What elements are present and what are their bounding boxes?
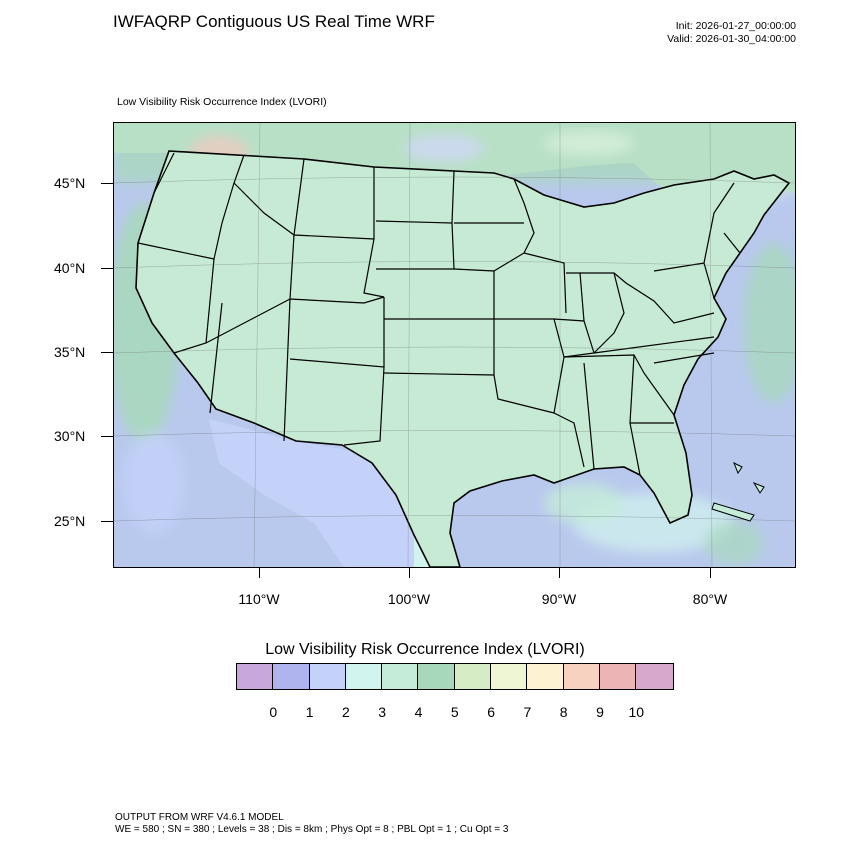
lon-tick-80 bbox=[710, 568, 711, 578]
legend-label: 8 bbox=[559, 704, 568, 720]
legend-swatch bbox=[309, 664, 346, 689]
legend-swatch bbox=[491, 664, 528, 689]
legend-label: 6 bbox=[487, 704, 495, 720]
legend-colorbar bbox=[236, 663, 674, 690]
legend-swatch bbox=[237, 664, 274, 689]
legend-swatch bbox=[454, 664, 492, 689]
footer-model: OUTPUT FROM WRF V4.6.1 MODEL bbox=[115, 812, 284, 823]
lat-label-25: 25°N bbox=[54, 513, 86, 529]
lat-tick-45 bbox=[101, 183, 113, 184]
legend-swatch bbox=[636, 664, 673, 689]
lat-tick-40 bbox=[101, 268, 113, 269]
legend-label: 9 bbox=[596, 704, 604, 720]
legend-title: Low Visibility Risk Occurrence Index (LV… bbox=[265, 641, 585, 658]
legend-label: 2 bbox=[341, 704, 350, 720]
legend-label: 4 bbox=[414, 704, 423, 720]
graticule bbox=[114, 123, 795, 567]
lat-tick-30 bbox=[101, 436, 113, 437]
lat-tick-35 bbox=[101, 352, 113, 353]
legend-swatch bbox=[599, 664, 637, 689]
lon-label-90: 90°W bbox=[541, 591, 577, 607]
lat-tick-25 bbox=[101, 521, 113, 522]
lat-label-35: 35°N bbox=[54, 344, 86, 360]
legend-swatch bbox=[345, 664, 383, 689]
legend-swatch bbox=[418, 664, 455, 689]
map-panel bbox=[113, 122, 796, 568]
lat-label-40: 40°N bbox=[54, 260, 86, 276]
lon-label-100: 100°W bbox=[387, 591, 431, 607]
state-boundaries bbox=[137, 152, 741, 476]
map-subtitle: Low Visibility Risk Occurrence Index (LV… bbox=[117, 96, 327, 108]
lat-label-30: 30°N bbox=[54, 428, 86, 444]
caribbean-islands bbox=[711, 461, 765, 522]
legend-swatch bbox=[382, 664, 419, 689]
lon-label-110: 110°W bbox=[238, 591, 280, 607]
legend-swatch bbox=[273, 664, 310, 689]
legend-swatch bbox=[527, 664, 564, 689]
lon-tick-110 bbox=[259, 568, 260, 578]
map-svg bbox=[114, 123, 795, 567]
mexico-land bbox=[209, 419, 424, 567]
lon-tick-100 bbox=[409, 568, 410, 578]
init-time: Init: 2026-01-27_00:00:00 bbox=[675, 20, 796, 32]
lon-label-80: 80°W bbox=[692, 591, 728, 607]
lat-label-45: 45°N bbox=[54, 175, 86, 191]
legend-label: 3 bbox=[378, 704, 387, 720]
lon-tick-90 bbox=[559, 568, 560, 578]
valid-time: Valid: 2026-01-30_04:00:00 bbox=[667, 33, 796, 45]
legend-label: 5 bbox=[450, 704, 459, 720]
legend-swatch bbox=[563, 664, 600, 689]
footer-settings: WE = 580 ; SN = 380 ; Levels = 38 ; Dis … bbox=[115, 824, 509, 835]
legend-label: 10 bbox=[628, 704, 645, 720]
legend-label: 7 bbox=[523, 704, 532, 720]
legend-label: 1 bbox=[305, 704, 314, 720]
plot-title: IWFAQRP Contiguous US Real Time WRF bbox=[113, 12, 435, 31]
legend-label: 0 bbox=[269, 704, 278, 720]
